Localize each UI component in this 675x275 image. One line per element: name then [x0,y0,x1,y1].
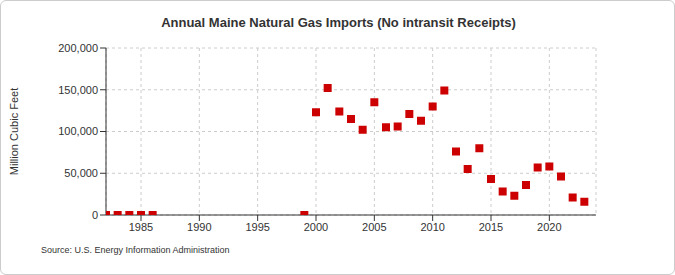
svg-text:0: 0 [92,209,98,221]
svg-text:2005: 2005 [362,221,386,233]
svg-text:2000: 2000 [304,221,328,233]
svg-text:1985: 1985 [129,221,153,233]
svg-text:2015: 2015 [479,221,503,233]
svg-text:1990: 1990 [187,221,211,233]
html-text:Source: U.S. Energy Informatio: Source: U.S. Energy Information Administ… [41,245,230,255]
svg-text:1995: 1995 [245,221,269,233]
svg-text:2020: 2020 [537,221,561,233]
svg-text:100,000: 100,000 [58,125,98,137]
svg-text:50,000: 50,000 [64,167,98,179]
svg-text:150,000: 150,000 [58,84,98,96]
svg-text:Million Cubic Feet: Million Cubic Feet [8,88,20,175]
svg-text:2010: 2010 [420,221,444,233]
svg-text:200,000: 200,000 [58,42,98,54]
html-text:Annual Maine Natural Gas Impor: Annual Maine Natural Gas Imports (No int… [161,15,516,30]
